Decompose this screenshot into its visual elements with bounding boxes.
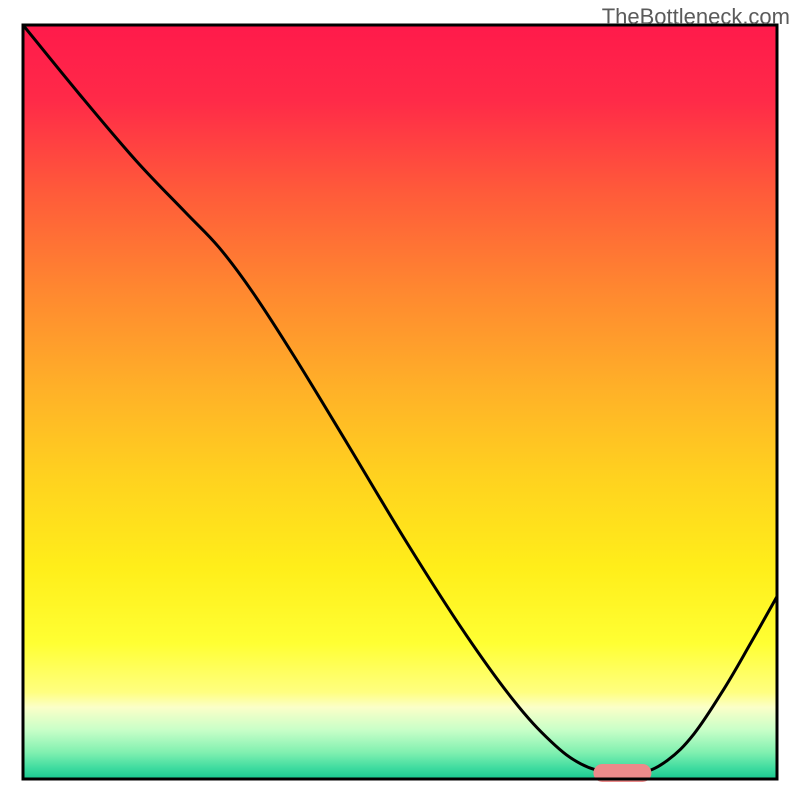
watermark-text: TheBottleneck.com (602, 4, 790, 30)
bottleneck-chart (0, 0, 800, 800)
chart-stage: TheBottleneck.com (0, 0, 800, 800)
gradient-background (23, 25, 777, 779)
